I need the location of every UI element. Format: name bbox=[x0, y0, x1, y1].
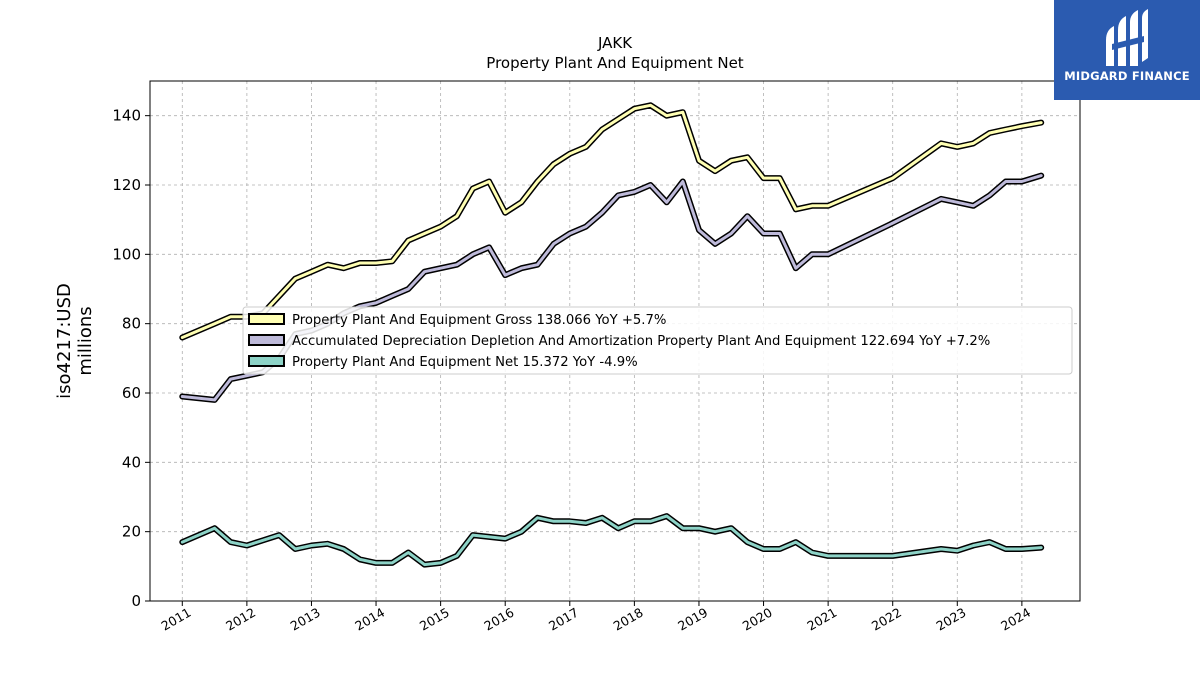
y-tick-label: 140 bbox=[112, 107, 141, 125]
legend-swatch bbox=[248, 355, 285, 367]
chart-subtitle: Property Plant And Equipment Net bbox=[486, 54, 743, 72]
y-axis-label-units: millions bbox=[75, 306, 96, 375]
x-tick-label: 2011 bbox=[159, 605, 194, 634]
legend-box bbox=[242, 306, 1073, 375]
x-axis-ticks: 2011 2012 2013 2014 2015 2016 2017 2018 2019 2020… bbox=[159, 601, 1033, 634]
legend-label: Property Plant And Equipment Net 15.372 … bbox=[292, 355, 638, 370]
y-axis-label: iso4217:USD bbox=[54, 283, 75, 399]
y-tick-label: 60 bbox=[122, 384, 141, 402]
legend-entry: Property Plant And Equipment Net 15.372 … bbox=[248, 355, 638, 370]
chart-title: JAKK bbox=[597, 34, 633, 52]
x-tick-label: 2020 bbox=[740, 605, 775, 634]
legend-swatch bbox=[248, 313, 285, 325]
x-tick-label: 2016 bbox=[481, 605, 516, 634]
x-tick-label: 2017 bbox=[546, 605, 581, 634]
x-tick-label: 2014 bbox=[352, 605, 387, 634]
x-tick-label: 2023 bbox=[934, 605, 969, 634]
legend-label: Property Plant And Equipment Gross 138.0… bbox=[292, 313, 666, 328]
y-axis-ticks: 0 20 40 60 80 100 120 140 bbox=[112, 107, 150, 610]
y-tick-label: 40 bbox=[122, 453, 141, 471]
legend-label: Accumulated Depreciation Depletion And A… bbox=[292, 334, 990, 349]
plot-frame bbox=[149, 80, 1081, 602]
x-tick-label: 2013 bbox=[288, 605, 323, 634]
x-tick-label: 2022 bbox=[869, 605, 904, 634]
y-tick-label: 0 bbox=[131, 592, 141, 610]
x-tick-label: 2021 bbox=[804, 605, 839, 634]
midgard-logo-icon bbox=[1106, 9, 1148, 66]
series-3-stroke bbox=[180, 514, 1043, 567]
y-tick-label: 120 bbox=[112, 176, 141, 194]
x-tick-label: 2024 bbox=[998, 605, 1033, 634]
series-1-line bbox=[179, 102, 1045, 341]
brand-logo-text: MIDGARD FINANCE bbox=[1064, 69, 1190, 83]
legend-entry: Accumulated Depreciation Depletion And A… bbox=[248, 334, 990, 349]
legend-entry: Property Plant And Equipment Gross 138.0… bbox=[248, 313, 666, 328]
y-tick-label: 100 bbox=[112, 245, 141, 263]
legend-swatch bbox=[248, 334, 285, 346]
x-tick-label: 2018 bbox=[611, 605, 646, 634]
x-tick-label: 2019 bbox=[675, 605, 710, 634]
series-1-stroke bbox=[180, 103, 1043, 339]
series-3-line bbox=[179, 513, 1045, 568]
legend: Property Plant And Equipment Gross 138.0… bbox=[242, 306, 1073, 375]
y-tick-label: 20 bbox=[122, 523, 141, 541]
x-tick-label: 2015 bbox=[417, 605, 452, 634]
x-tick-label: 2012 bbox=[223, 605, 258, 634]
brand-logo: MIDGARD FINANCE bbox=[1054, 0, 1200, 100]
y-tick-label: 80 bbox=[122, 315, 141, 333]
